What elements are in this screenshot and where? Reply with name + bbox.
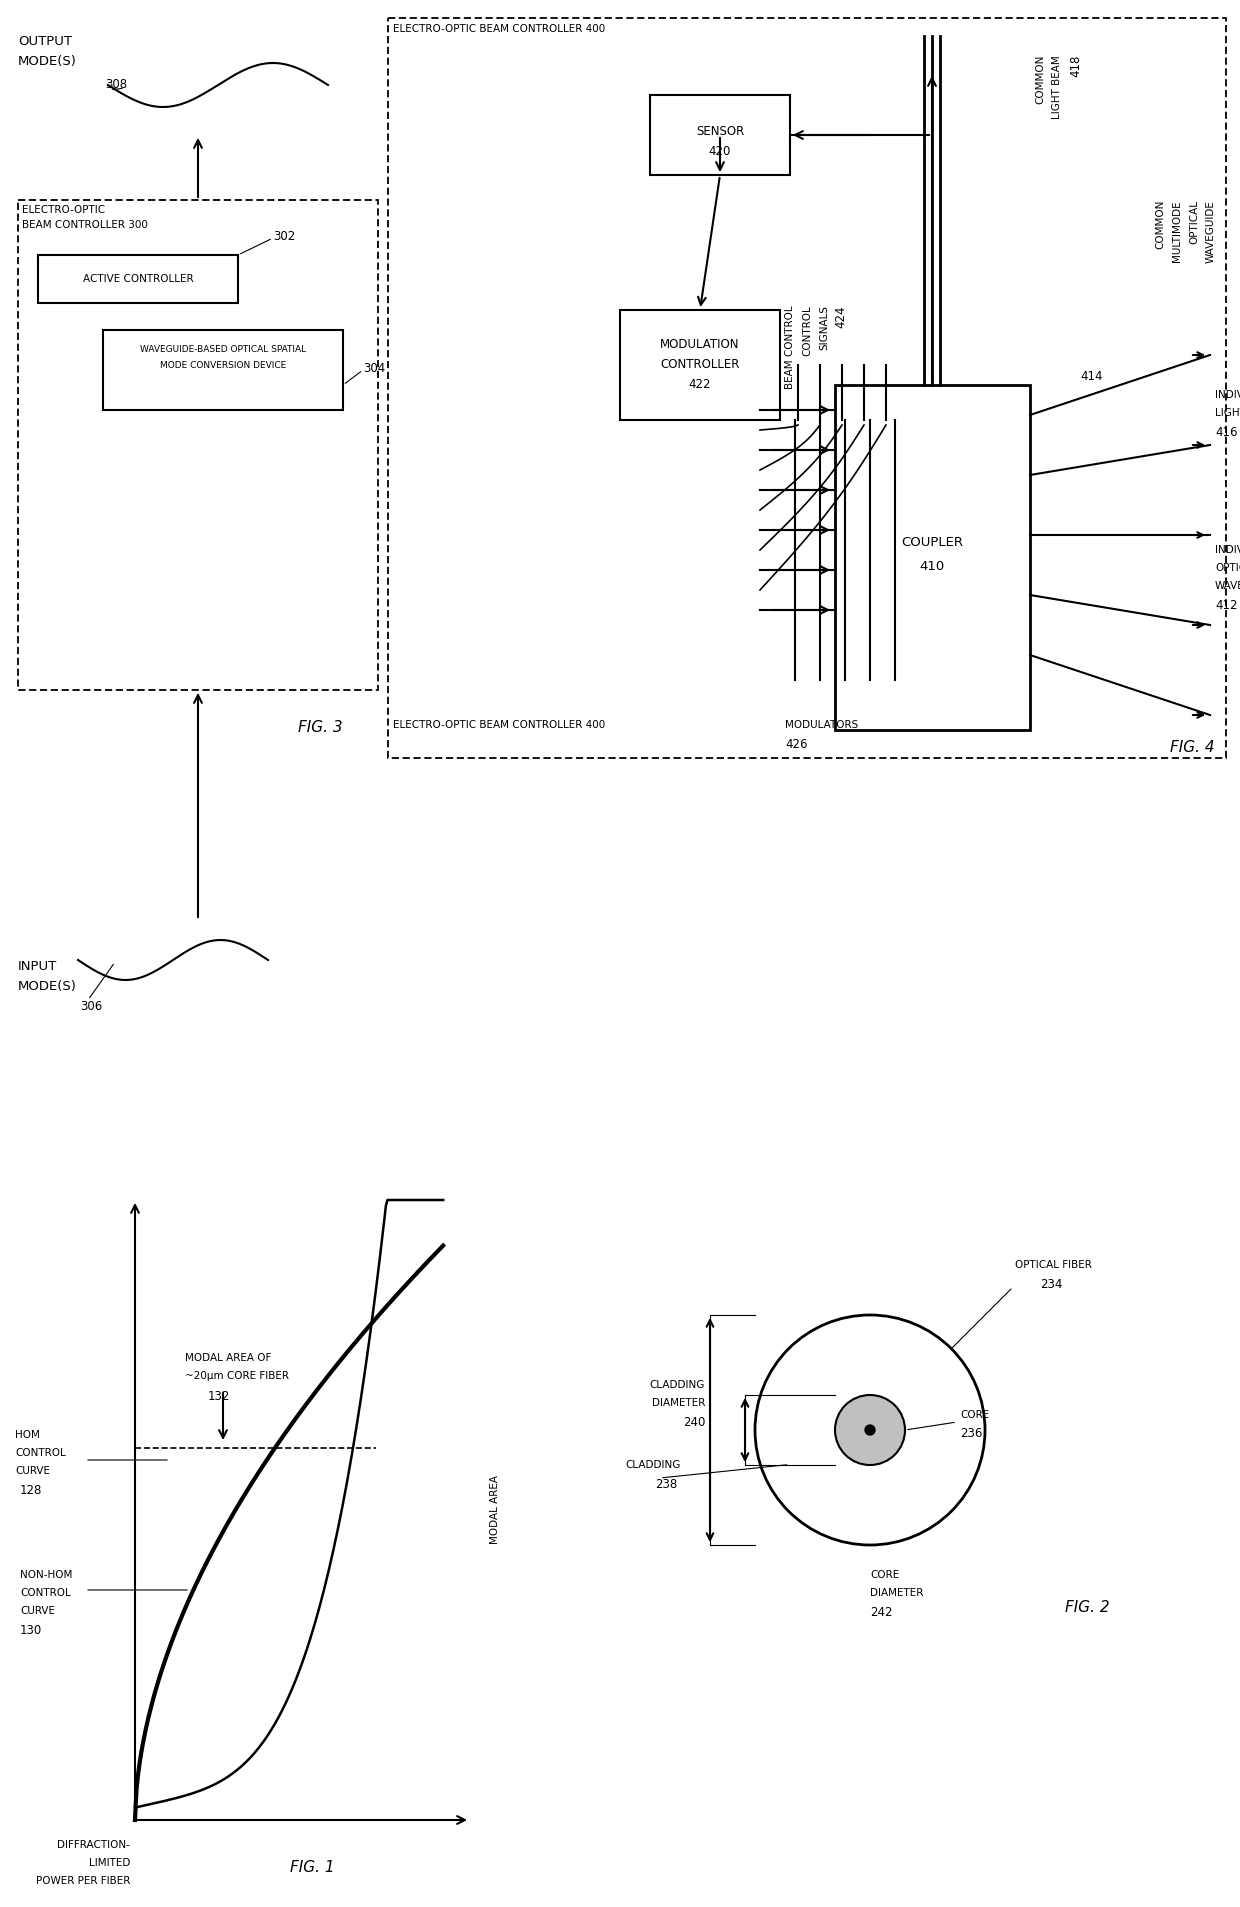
Text: COUPLER: COUPLER bbox=[901, 536, 963, 549]
Text: MODAL AREA: MODAL AREA bbox=[490, 1476, 500, 1545]
Text: WAVEGUIDE: WAVEGUIDE bbox=[1207, 200, 1216, 263]
Bar bbox=[388, 17, 1226, 757]
Text: POWER PER FIBER: POWER PER FIBER bbox=[36, 1876, 130, 1886]
Text: INDIVIDUAL: INDIVIDUAL bbox=[1215, 545, 1240, 555]
Text: FIG. 4: FIG. 4 bbox=[1171, 740, 1215, 755]
Text: CURVE: CURVE bbox=[15, 1466, 50, 1476]
Text: MODAL AREA OF: MODAL AREA OF bbox=[185, 1352, 272, 1364]
Text: CONTROL: CONTROL bbox=[15, 1447, 66, 1459]
Text: DIFFRACTION-: DIFFRACTION- bbox=[57, 1840, 130, 1850]
Text: CONTROL: CONTROL bbox=[20, 1589, 71, 1598]
Bar bbox=[650, 95, 790, 175]
Bar bbox=[19, 200, 378, 690]
Text: LIMITED: LIMITED bbox=[88, 1857, 130, 1869]
Text: LIGHT BEAMS: LIGHT BEAMS bbox=[1215, 408, 1240, 418]
Text: SIGNALS: SIGNALS bbox=[818, 305, 830, 351]
Circle shape bbox=[866, 1425, 875, 1434]
Text: 306: 306 bbox=[81, 999, 102, 1013]
Text: MODE CONVERSION DEVICE: MODE CONVERSION DEVICE bbox=[160, 360, 286, 370]
Text: BEAM CONTROL: BEAM CONTROL bbox=[785, 305, 795, 389]
Text: 238: 238 bbox=[655, 1478, 677, 1491]
Text: OPTICAL: OPTICAL bbox=[1189, 200, 1199, 244]
Text: FIG. 1: FIG. 1 bbox=[290, 1859, 335, 1875]
Text: LIGHT BEAM: LIGHT BEAM bbox=[1052, 55, 1061, 118]
Text: DIAMETER: DIAMETER bbox=[870, 1589, 924, 1598]
Text: 420: 420 bbox=[709, 145, 732, 158]
Text: 414: 414 bbox=[1080, 370, 1102, 383]
Text: MULTIMODE: MULTIMODE bbox=[1172, 200, 1182, 261]
Text: COMMON: COMMON bbox=[1154, 200, 1166, 250]
Text: SENSOR: SENSOR bbox=[696, 126, 744, 137]
Text: ~20μm CORE FIBER: ~20μm CORE FIBER bbox=[185, 1371, 289, 1381]
Text: 240: 240 bbox=[683, 1417, 706, 1428]
Text: 128: 128 bbox=[20, 1484, 42, 1497]
Text: 236: 236 bbox=[960, 1426, 982, 1440]
Text: MODULATORS: MODULATORS bbox=[785, 721, 858, 730]
Text: COMMON: COMMON bbox=[1035, 55, 1045, 105]
Text: 304: 304 bbox=[363, 362, 386, 376]
Text: 418: 418 bbox=[1069, 55, 1083, 78]
Text: MODE(S): MODE(S) bbox=[19, 55, 77, 69]
Text: NON-HOM: NON-HOM bbox=[20, 1569, 72, 1581]
Text: DIAMETER: DIAMETER bbox=[652, 1398, 706, 1407]
Text: ELECTRO-OPTIC BEAM CONTROLLER 400: ELECTRO-OPTIC BEAM CONTROLLER 400 bbox=[393, 721, 605, 730]
Text: ELECTRO-OPTIC: ELECTRO-OPTIC bbox=[22, 204, 105, 215]
Text: CORE: CORE bbox=[870, 1569, 899, 1581]
Text: 234: 234 bbox=[1040, 1278, 1063, 1291]
Bar bbox=[103, 330, 343, 410]
Text: CLADDING: CLADDING bbox=[625, 1461, 681, 1470]
Text: BEAM CONTROLLER 300: BEAM CONTROLLER 300 bbox=[22, 219, 148, 231]
Text: 424: 424 bbox=[835, 305, 847, 328]
Text: OPTICAL FIBER: OPTICAL FIBER bbox=[1016, 1261, 1092, 1270]
Bar bbox=[620, 311, 780, 420]
Text: CURVE: CURVE bbox=[20, 1606, 55, 1615]
Text: OPTICAL: OPTICAL bbox=[1215, 563, 1240, 572]
Text: HOM: HOM bbox=[15, 1430, 40, 1440]
Text: OUTPUT: OUTPUT bbox=[19, 34, 72, 48]
Text: 308: 308 bbox=[105, 78, 128, 92]
Circle shape bbox=[835, 1396, 905, 1465]
Text: 410: 410 bbox=[919, 561, 945, 574]
Text: FIG. 3: FIG. 3 bbox=[298, 721, 342, 734]
Text: 242: 242 bbox=[870, 1606, 893, 1619]
Text: MODE(S): MODE(S) bbox=[19, 980, 77, 994]
Bar bbox=[38, 256, 238, 303]
Text: ACTIVE CONTROLLER: ACTIVE CONTROLLER bbox=[83, 275, 193, 284]
Text: MODULATION: MODULATION bbox=[660, 338, 740, 351]
Text: 416: 416 bbox=[1215, 425, 1238, 439]
Text: INDIVIDUAL: INDIVIDUAL bbox=[1215, 391, 1240, 400]
Text: 422: 422 bbox=[688, 378, 712, 391]
Text: CORE: CORE bbox=[960, 1409, 990, 1421]
Text: 302: 302 bbox=[273, 231, 295, 242]
Text: WAVEGUIDE-BASED OPTICAL SPATIAL: WAVEGUIDE-BASED OPTICAL SPATIAL bbox=[140, 345, 306, 355]
Bar bbox=[835, 385, 1030, 730]
Text: ELECTRO-OPTIC BEAM CONTROLLER 400: ELECTRO-OPTIC BEAM CONTROLLER 400 bbox=[393, 25, 605, 34]
Text: CONTROLLER: CONTROLLER bbox=[661, 359, 740, 372]
Text: WAVEGUIDES: WAVEGUIDES bbox=[1215, 582, 1240, 591]
Text: CONTROL: CONTROL bbox=[802, 305, 812, 357]
Text: 426: 426 bbox=[785, 738, 807, 751]
Text: FIG. 2: FIG. 2 bbox=[1065, 1600, 1110, 1615]
Text: 132: 132 bbox=[208, 1390, 231, 1404]
Text: 130: 130 bbox=[20, 1625, 42, 1636]
Text: 412: 412 bbox=[1215, 599, 1238, 612]
Text: INPUT: INPUT bbox=[19, 959, 57, 973]
Text: CLADDING: CLADDING bbox=[650, 1381, 706, 1390]
